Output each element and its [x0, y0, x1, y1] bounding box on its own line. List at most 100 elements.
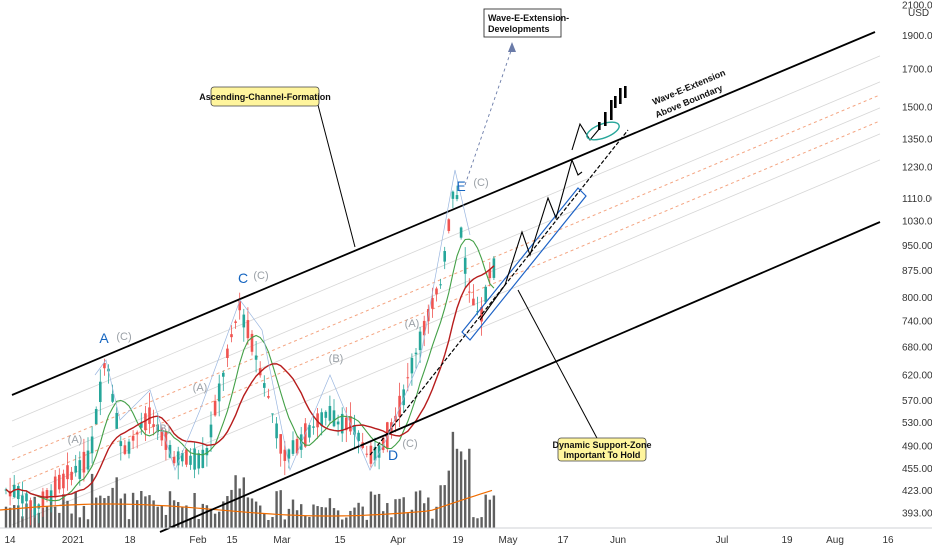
time-axis[interactable]: 14 2021 18 Feb 15 Mar 15 Apr 19 May 17 Jun Jul 19 Aug 1…	[4, 535, 894, 546]
candle-body	[463, 257, 467, 274]
volume-bar	[476, 518, 479, 528]
volume-bar	[193, 492, 196, 528]
volume-bar	[263, 513, 266, 528]
candle-body	[324, 411, 328, 418]
volume-bar	[382, 511, 385, 528]
candle-body	[41, 491, 45, 508]
candle-body	[394, 415, 397, 422]
volume-bar	[140, 490, 143, 528]
candle-body	[140, 422, 143, 428]
candle-body	[205, 448, 209, 456]
channel-lines	[11, 31, 881, 533]
volume-bar	[4, 506, 8, 528]
candle-body	[287, 449, 291, 459]
channel-grid-line	[11, 107, 881, 474]
candle-body	[238, 300, 241, 311]
candle-body	[226, 348, 229, 359]
volume-bar	[472, 517, 475, 528]
candle-body	[377, 445, 381, 458]
volume-bar	[95, 497, 98, 528]
volume-bar	[168, 491, 172, 528]
volume-bar	[283, 519, 286, 528]
volume-bar	[86, 519, 90, 528]
projected-candle	[624, 86, 627, 98]
support-zone-box	[461, 187, 587, 341]
candle-body	[332, 410, 336, 427]
volume-bar	[390, 517, 393, 528]
price-axis[interactable]: 2100.00 1900.00 1700.00 1500.00 1350.00 1230.…	[902, 1, 932, 520]
price-tick-label: 455.00	[902, 464, 932, 475]
candle-body	[263, 383, 266, 388]
candle-body	[193, 448, 196, 470]
candle-body	[386, 422, 389, 449]
volume-bar	[209, 508, 213, 528]
price-tick-label: 570.00	[902, 396, 932, 407]
volume-bar	[58, 512, 61, 528]
candle-body	[267, 396, 270, 398]
dynamic-support-callout	[557, 437, 647, 462]
fib-lines	[11, 55, 881, 526]
wave-e-developments-text: Wave-E-Extension-	[488, 13, 569, 23]
candle-body	[209, 424, 213, 438]
price-tick-label: 530.00	[902, 418, 932, 429]
volume-bar	[17, 505, 20, 528]
candle-body	[25, 493, 28, 502]
moving-averages	[0, 238, 495, 517]
candle-body	[435, 288, 438, 295]
time-tick-label: 2021	[62, 535, 85, 546]
wave-label-minor: (C)	[253, 270, 268, 282]
volume-bar	[439, 485, 442, 528]
volume-bar	[205, 505, 209, 528]
volume-bar	[492, 495, 496, 528]
volume-bar	[45, 506, 49, 528]
volume-bar	[111, 487, 114, 528]
volume-bar	[427, 497, 430, 528]
candle-body	[201, 449, 205, 468]
volume-bar	[181, 507, 184, 528]
volume-bar	[414, 491, 418, 528]
candle-body	[217, 383, 221, 402]
volume-bar	[156, 506, 159, 528]
time-tick-label: 18	[124, 535, 136, 546]
candle-body	[213, 400, 217, 416]
dynamic-support-text: Dynamic Support-Zone	[552, 440, 651, 450]
volume-bar	[136, 500, 139, 528]
volume-bar	[21, 516, 24, 528]
wave-label-minor: (C)	[473, 177, 488, 189]
candle-body	[230, 334, 233, 338]
channel-upper-line	[11, 31, 876, 396]
volume-bar	[49, 500, 53, 528]
volume-bar	[103, 498, 106, 528]
volume-bar	[464, 459, 467, 528]
volume-bar	[160, 505, 163, 528]
candle-body	[295, 438, 299, 454]
volume-bar	[119, 498, 122, 528]
candle-body	[53, 476, 57, 498]
channel-grid-line	[11, 159, 881, 526]
volume-bar	[201, 503, 204, 528]
candle-body	[131, 435, 135, 441]
volume-bar	[66, 500, 69, 528]
volume-bar	[172, 500, 176, 528]
volume-bar	[164, 514, 168, 528]
projected-candle	[598, 122, 601, 130]
candle-body	[468, 291, 471, 293]
candle-body	[17, 486, 20, 500]
wave-label-c: C	[238, 270, 248, 286]
projected-candle	[614, 96, 617, 108]
wave-label-minor: (A)	[68, 434, 83, 446]
volume-bar	[295, 510, 299, 528]
candle-body	[414, 352, 418, 355]
volume-bar	[484, 494, 487, 528]
candle-body	[488, 269, 492, 279]
volume-bar	[361, 506, 364, 528]
price-tick-label: 490.00	[902, 442, 932, 453]
candle-body	[431, 297, 434, 309]
candle-body	[111, 393, 114, 402]
time-tick-label: Feb	[189, 535, 207, 546]
volume-bar	[90, 473, 94, 528]
volume-bar	[144, 496, 147, 528]
volume-bar	[423, 503, 426, 528]
candle-body	[373, 447, 377, 461]
candle-body	[58, 474, 61, 490]
